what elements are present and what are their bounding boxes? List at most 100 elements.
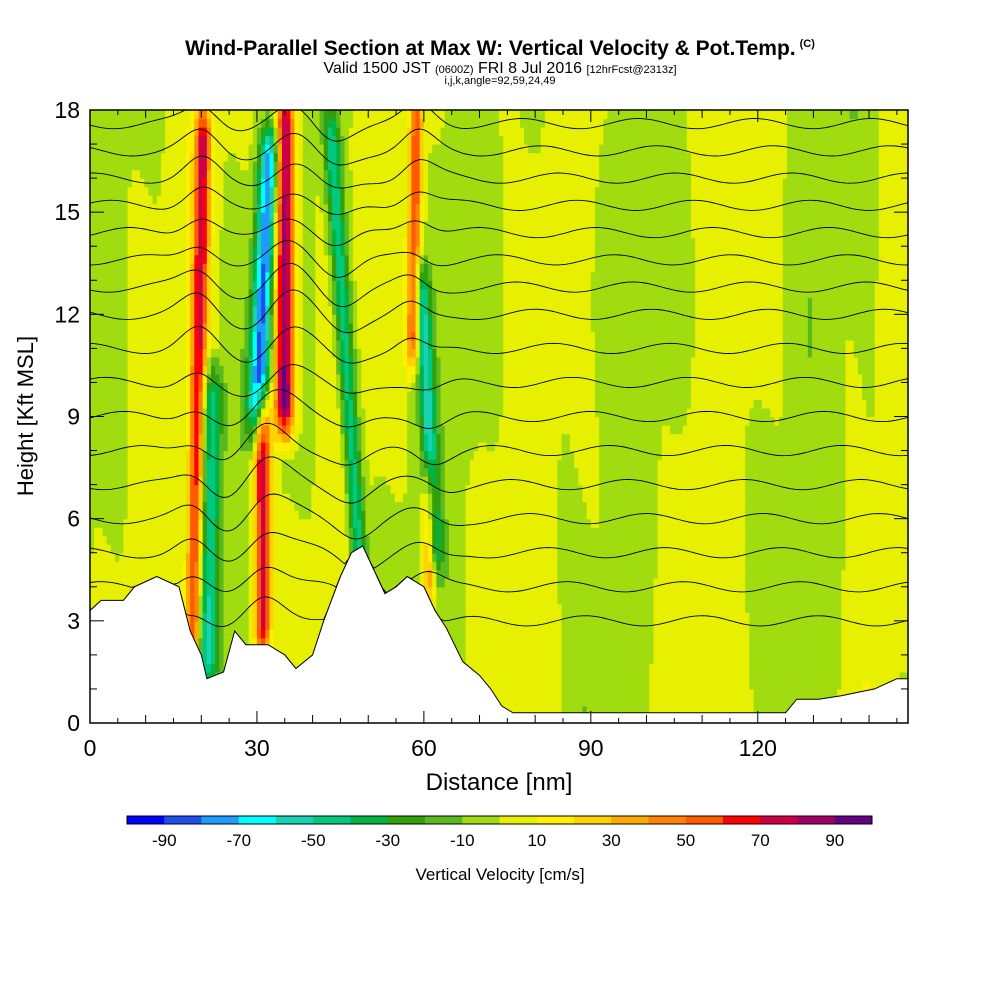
velocity-cell	[181, 220, 187, 230]
velocity-cell	[190, 467, 195, 477]
velocity-cell	[98, 518, 104, 528]
velocity-cell	[327, 178, 333, 188]
velocity-cell	[102, 135, 108, 145]
velocity-cell	[140, 476, 145, 486]
velocity-cell	[281, 220, 287, 230]
velocity-cell	[115, 595, 120, 605]
velocity-cell	[198, 339, 204, 349]
velocity-cell	[352, 152, 358, 162]
velocity-cell	[281, 535, 287, 545]
velocity-cell	[361, 425, 367, 435]
velocity-cell	[373, 442, 379, 452]
velocity-cell	[206, 280, 212, 290]
velocity-cell	[177, 237, 183, 247]
velocity-cell	[248, 586, 254, 596]
velocity-cell	[256, 399, 262, 409]
velocity-cell	[307, 612, 312, 622]
velocity-cell	[169, 493, 175, 503]
velocity-cell	[365, 280, 371, 290]
velocity-cell	[177, 314, 183, 324]
velocity-cell	[323, 212, 329, 222]
velocity-cell	[181, 195, 187, 205]
velocity-cell	[252, 407, 258, 418]
velocity-cell	[273, 356, 279, 367]
velocity-cell	[190, 339, 195, 349]
velocity-cell	[106, 161, 112, 171]
velocity-cell	[252, 578, 258, 588]
velocity-cell	[286, 476, 291, 486]
velocity-cell	[160, 135, 166, 145]
velocity-cell	[369, 220, 375, 230]
velocity-cell	[281, 620, 287, 630]
velocity-cell	[256, 314, 262, 324]
velocity-cell	[298, 569, 304, 579]
velocity-cell	[290, 637, 296, 647]
velocity-cell	[131, 510, 137, 520]
velocity-cell	[327, 595, 333, 605]
velocity-cell	[336, 561, 341, 571]
velocity-cell	[115, 305, 120, 315]
velocity-cell	[361, 263, 367, 273]
velocity-cell	[236, 620, 241, 630]
velocity-cell	[185, 510, 191, 520]
velocity-cell	[344, 552, 350, 562]
velocity-cell	[323, 407, 329, 418]
velocity-cell	[340, 305, 346, 315]
velocity-cell	[102, 288, 108, 298]
velocity-cell	[373, 476, 379, 486]
velocity-cell	[361, 535, 367, 545]
velocity-cell	[119, 322, 124, 332]
velocity-cell	[348, 135, 354, 145]
velocity-cell	[227, 271, 233, 281]
velocity-cell	[269, 493, 275, 503]
velocity-cell	[294, 476, 300, 486]
velocity-cell	[177, 169, 183, 179]
velocity-cell	[190, 552, 195, 562]
velocity-cell	[115, 186, 120, 196]
velocity-cell	[160, 433, 166, 443]
velocity-cell	[194, 254, 200, 264]
velocity-cell	[185, 203, 191, 213]
velocity-cell	[261, 433, 266, 443]
velocity-cell	[181, 501, 187, 511]
velocity-cell	[348, 220, 354, 230]
velocity-cell	[140, 186, 145, 196]
velocity-cell	[315, 152, 321, 162]
velocity-cell	[227, 535, 233, 545]
velocity-cell	[311, 297, 316, 307]
velocity-cell	[332, 271, 337, 281]
velocity-cell	[340, 467, 346, 477]
velocity-cell	[223, 212, 229, 222]
velocity-cell	[165, 493, 170, 503]
velocity-cell	[135, 501, 141, 511]
velocity-cell	[144, 510, 150, 520]
velocity-cell	[290, 288, 296, 298]
velocity-cell	[281, 442, 287, 452]
velocity-cell	[286, 144, 291, 154]
velocity-cell	[223, 152, 229, 162]
velocity-cell	[140, 169, 145, 179]
velocity-cell	[94, 595, 99, 605]
velocity-cell	[327, 322, 333, 332]
velocity-cell	[369, 229, 375, 239]
velocity-cell	[165, 382, 170, 392]
velocity-cell	[102, 365, 108, 375]
velocity-cell	[373, 527, 379, 537]
velocity-cell	[281, 305, 287, 315]
velocity-cell	[357, 331, 362, 341]
velocity-cell	[227, 612, 233, 622]
velocity-cell	[256, 229, 262, 239]
velocity-cell	[281, 169, 287, 179]
velocity-cell	[323, 152, 329, 162]
velocity-cell	[202, 169, 208, 179]
velocity-cell	[294, 365, 300, 375]
velocity-cell	[277, 442, 283, 452]
velocity-cell	[165, 390, 170, 401]
velocity-cell	[373, 501, 379, 511]
velocity-cell	[127, 110, 133, 120]
velocity-cell	[256, 433, 262, 443]
velocity-cell	[248, 118, 254, 128]
velocity-cell	[357, 135, 362, 145]
velocity-cell	[352, 135, 358, 145]
velocity-cell	[307, 442, 312, 452]
